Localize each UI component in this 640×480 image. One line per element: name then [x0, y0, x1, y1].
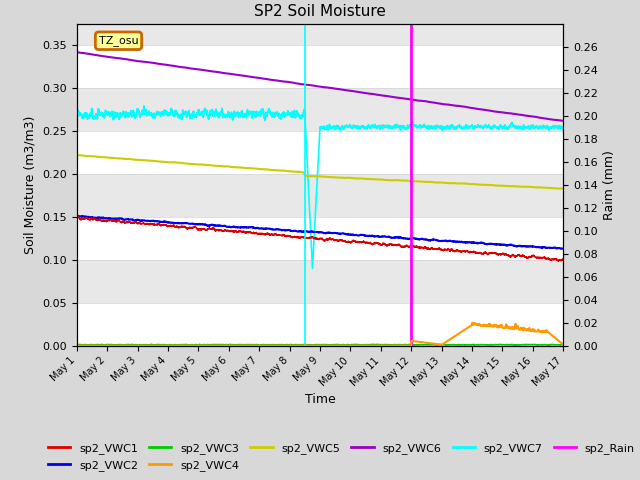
Text: TZ_osu: TZ_osu [99, 36, 138, 46]
sp2_VWC6 [364, 90, 371, 96]
Bar [77, 131, 563, 174]
sp2_VWC3 [338, 342, 346, 348]
Line: sp2_VWC1: sp2_VWC1 [77, 216, 563, 261]
sp2_VWC1 [490, 251, 497, 256]
sp2_VWC3 [364, 342, 371, 348]
sp2_VWC5 [338, 175, 346, 180]
Line: sp2_Rain: sp2_Rain [77, 323, 563, 346]
sp2_VWC1 [453, 247, 461, 253]
sp2_VWC2 [174, 220, 182, 226]
sp2_VWC3 [369, 341, 377, 347]
sp2_VWC1 [338, 238, 346, 243]
Legend: sp2_VWC1, sp2_VWC2, sp2_VWC3, sp2_VWC4, sp2_VWC5, sp2_VWC6, sp2_VWC7, sp2_Rain: sp2_VWC1, sp2_VWC2, sp2_VWC3, sp2_VWC4, … [44, 439, 639, 475]
sp2_Rain [338, 343, 346, 348]
sp2_VWC2 [490, 241, 497, 247]
sp2_VWC5 [174, 160, 182, 166]
sp2_VWC1 [74, 214, 82, 219]
sp2_Rain [453, 332, 461, 338]
Bar [77, 46, 563, 88]
sp2_VWC3 [453, 342, 461, 348]
X-axis label: Time: Time [305, 393, 335, 406]
sp2_VWC1 [559, 256, 567, 262]
Y-axis label: Soil Moisture (m3/m3): Soil Moisture (m3/m3) [24, 116, 36, 254]
sp2_Rain [73, 343, 81, 348]
sp2_VWC5 [453, 180, 461, 186]
sp2_VWC5 [559, 186, 567, 192]
sp2_VWC6 [338, 86, 346, 92]
sp2_VWC6 [174, 64, 182, 70]
Line: sp2_VWC7: sp2_VWC7 [77, 106, 563, 268]
sp2_VWC2 [559, 246, 567, 252]
sp2_VWC6 [490, 108, 497, 114]
sp2_VWC7 [174, 112, 182, 118]
sp2_VWC7 [308, 265, 316, 271]
Bar [77, 260, 563, 303]
sp2_VWC2 [338, 230, 346, 236]
sp2_VWC3 [559, 342, 567, 348]
sp2_VWC5 [490, 182, 497, 188]
sp2_VWC1 [477, 250, 484, 256]
sp2_VWC2 [558, 246, 566, 252]
sp2_Rain [559, 342, 567, 348]
sp2_Rain [477, 323, 484, 329]
sp2_VWC1 [174, 224, 182, 230]
sp2_VWC7 [140, 103, 148, 108]
Bar [77, 303, 563, 346]
sp2_VWC7 [73, 113, 81, 119]
sp2_Rain [490, 324, 497, 330]
sp2_Rain [468, 320, 476, 325]
sp2_VWC2 [453, 239, 461, 245]
sp2_VWC5 [477, 182, 484, 188]
sp2_Rain [174, 343, 182, 348]
sp2_VWC5 [74, 152, 81, 158]
sp2_Rain [364, 343, 371, 348]
Bar [77, 88, 563, 131]
sp2_VWC6 [559, 118, 567, 124]
sp2_VWC5 [556, 186, 564, 192]
sp2_VWC2 [364, 233, 371, 239]
sp2_VWC3 [73, 342, 81, 348]
sp2_VWC5 [73, 152, 81, 158]
sp2_VWC3 [173, 342, 180, 348]
sp2_VWC1 [554, 258, 562, 264]
Line: sp2_VWC5: sp2_VWC5 [77, 155, 563, 189]
Y-axis label: Raim (mm): Raim (mm) [604, 150, 616, 220]
sp2_VWC7 [338, 124, 346, 130]
sp2_VWC7 [453, 124, 461, 130]
sp2_VWC3 [174, 342, 182, 348]
sp2_VWC7 [477, 122, 484, 128]
sp2_VWC2 [477, 240, 484, 246]
sp2_VWC3 [477, 342, 484, 348]
sp2_VWC2 [73, 213, 81, 219]
sp2_VWC1 [73, 214, 81, 220]
sp2_VWC1 [364, 240, 371, 246]
sp2_VWC6 [73, 49, 81, 55]
sp2_VWC2 [73, 213, 81, 219]
sp2_VWC7 [364, 125, 372, 131]
sp2_VWC7 [490, 124, 497, 130]
sp2_VWC7 [559, 126, 567, 132]
Line: sp2_VWC3: sp2_VWC3 [77, 344, 563, 345]
Bar [77, 217, 563, 260]
Line: sp2_VWC2: sp2_VWC2 [77, 216, 563, 249]
Bar [77, 174, 563, 217]
Title: SP2 Soil Moisture: SP2 Soil Moisture [254, 4, 386, 19]
sp2_VWC5 [364, 176, 371, 182]
sp2_VWC3 [490, 342, 497, 348]
Line: sp2_VWC6: sp2_VWC6 [77, 52, 563, 121]
sp2_VWC6 [453, 103, 461, 108]
sp2_VWC6 [477, 107, 484, 112]
